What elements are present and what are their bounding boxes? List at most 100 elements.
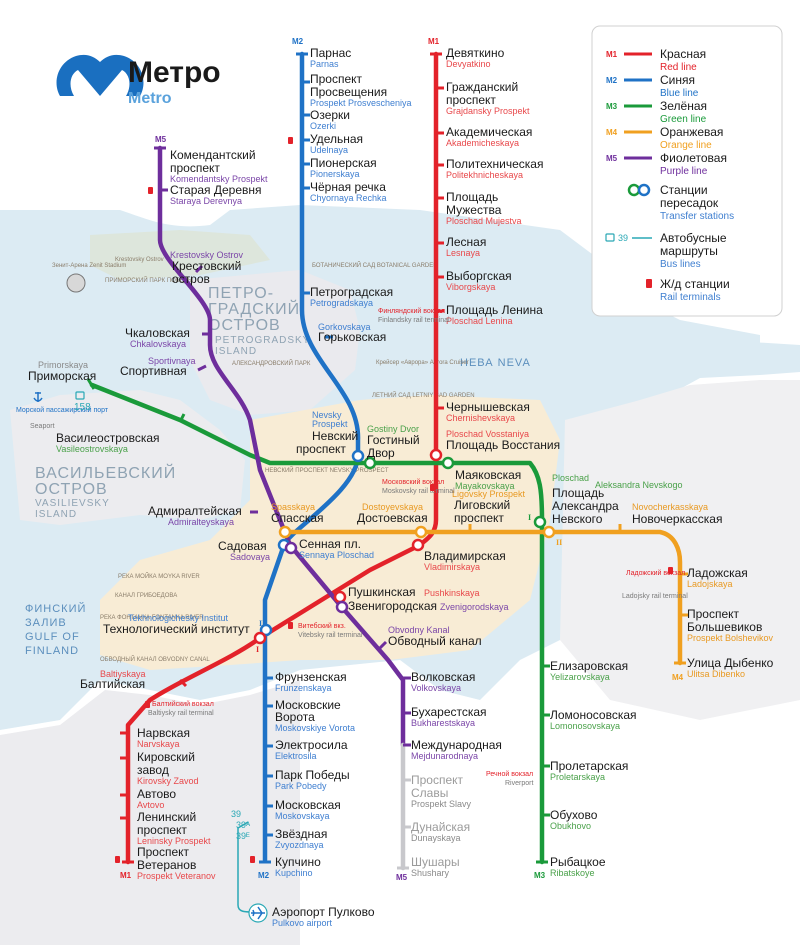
rail-baltiysky-en: Baltiysky rail terminal [148,710,214,717]
legend-m3-ru: Зелёная [660,99,707,113]
station-tekhnolog[interactable]: Технологический институт [103,622,250,636]
station-dybenko[interactable]: Улица Дыбенко [687,656,774,670]
station-proletarskaya[interactable]: Пролетарская [550,759,628,773]
station-slavy-2[interactable]: Славы [411,786,448,800]
station-moskovskaya[interactable]: Московская [275,798,341,812]
station-moskovskie-2[interactable]: Ворота [275,710,315,724]
rail-vitebsky-en: Vitebsky rail terminal [298,632,363,639]
station-avtovo[interactable]: Автово [137,787,176,801]
station-nevsky-2[interactable]: проспект [296,442,346,456]
station-chkalovskaya[interactable]: Чкаловская [125,326,190,340]
station-muzhestva-2[interactable]: Мужества [446,203,502,217]
station-park-pobedy[interactable]: Парк Победы [275,768,350,782]
station-aleksandra-1[interactable]: Площадь [552,486,604,500]
station-vladimirskaya[interactable]: Владимирская [424,549,506,563]
station-gostiny-1[interactable]: Гостиный [367,433,420,447]
tick-vasileostrovskaya [178,413,186,423]
station-primorskaya[interactable]: Приморская [28,369,96,383]
station-pionerskaya[interactable]: Пионерская [310,156,377,170]
station-aleksandra-2[interactable]: Александра [552,499,619,513]
station-dostoevskaya[interactable]: Достоевская [357,511,428,525]
station-gostiny-en: Gostiny Dvor [367,424,419,434]
station-kupchino[interactable]: Купчино [275,855,321,869]
station-leninsky-2[interactable]: проспект [137,823,187,837]
station-chyornaya[interactable]: Чёрная речка [310,180,386,194]
airplane-icon [251,906,265,920]
station-vosstaniya[interactable]: Площадь Восстания [446,438,560,452]
station-ligovsky-2[interactable]: проспект [454,511,504,525]
station-ligovsky-1[interactable]: Лиговский [454,498,510,512]
station-nevsky-1[interactable]: Невский [312,429,358,443]
station-frunzenskaya[interactable]: Фрунзенская [275,670,347,684]
station-zvyozdnaya[interactable]: Звёздная [275,827,327,841]
station-narvskaya[interactable]: Нарвская [137,726,190,740]
station-aleksandra-3[interactable]: Невского [552,512,603,526]
station-petrogradskaya[interactable]: Петроградская [310,285,393,299]
station-obvodny[interactable]: Обводный канал [388,634,482,648]
station-veteranov-2[interactable]: Ветеранов [137,858,196,872]
station-parnas[interactable]: Парнас [310,46,351,60]
petrogradsky-island-shape [190,270,360,415]
station-sadovaya[interactable]: Садовая [218,539,267,553]
station-spasskaya[interactable]: Спасская [271,511,324,525]
station-krestovsky-2[interactable]: остров [172,272,210,286]
station-lenina[interactable]: Площадь Ленина [446,303,543,317]
station-komendantsky-en: Komendantsky Prospekt [170,174,268,184]
station-mezhdunarodnaya[interactable]: Международная [411,738,502,752]
station-elizarovskaya[interactable]: Елизаровская [550,659,628,673]
station-muzhestva-1[interactable]: Площадь [446,190,498,204]
logo: Метро Metro [56,54,221,107]
station-staraya[interactable]: Старая Деревня [170,183,262,197]
station-komendantsky-1[interactable]: Комендантский [170,148,256,162]
station-volkovskaya[interactable]: Волковская [411,670,475,684]
station-pushkinskaya-en: Pushkinskaya [424,588,480,598]
code-m2-top: M2 [292,37,304,46]
rail-finlyandsky: Финляндский вокзал [378,307,445,315]
station-elektrosila[interactable]: Электросила [275,738,348,752]
station-krestovsky-1[interactable]: Крестовский [172,259,241,273]
station-ozerki[interactable]: Озерки [310,108,350,122]
station-kirovsky-2[interactable]: завод [137,763,169,777]
airport-label[interactable]: Аэропорт Пулково [272,905,375,919]
station-devyatkino[interactable]: Девяткино [446,46,505,60]
station-sennaya[interactable]: Сенная пл. [299,537,361,551]
transfer-nodes [253,448,556,645]
station-prosveshcheniya-2[interactable]: Просвещения [310,85,387,99]
station-lesnaya[interactable]: Лесная [446,235,486,249]
station-gostiny-2[interactable]: Двор [367,446,395,460]
station-obukhovo[interactable]: Обухово [550,808,598,822]
station-leninsky-1[interactable]: Ленинский [137,810,196,824]
station-grazhdansky-1[interactable]: Гражданский [446,80,518,94]
station-ladozhskaya[interactable]: Ладожская [687,566,748,580]
station-politekh[interactable]: Политехническая [446,157,543,171]
station-chernyshevskaya-en: Chernishevskaya [446,413,515,423]
station-admiralteyskaya[interactable]: Адмиралтейская [148,504,242,518]
station-sportivnaya[interactable]: Спортивная [120,364,187,378]
station-zvenigorodskaya[interactable]: Звенигородская [348,599,437,613]
station-baltiyskaya[interactable]: Балтийская [80,677,145,691]
station-chernyshevskaya[interactable]: Чернышевская [446,400,530,414]
station-slavy-1[interactable]: Проспект [411,773,464,787]
station-pushkinskaya[interactable]: Пушкинская [348,585,416,599]
station-rybatskoe[interactable]: Рыбацкое [550,855,606,869]
station-bolshevikov-1[interactable]: Проспект [687,607,740,621]
station-komendantsky-2[interactable]: проспект [170,161,220,175]
station-novocherkasskaya[interactable]: Новочеркасская [632,512,722,526]
station-bolshevikov-2[interactable]: Большевиков [687,620,762,634]
station-shushary[interactable]: Шушары [411,855,460,869]
station-grazhdansky-2[interactable]: проспект [446,93,496,107]
station-prosveshcheniya-1[interactable]: Проспект [310,72,363,86]
station-udelnaya[interactable]: Удельная [310,132,363,146]
rail-vitebsky: Витебский вкз. [298,622,346,630]
station-kirovsky-1[interactable]: Кировский [137,750,195,764]
station-veteranov-1[interactable]: Проспект [137,845,190,859]
station-akademicheskaya[interactable]: Академическая [446,125,532,139]
station-gorkovskaya[interactable]: Горьковская [318,330,386,344]
station-vyborgskaya[interactable]: Выборгская [446,269,512,283]
station-moskovskie-1[interactable]: Московские [275,698,341,712]
station-dunayskaya[interactable]: Дунайская [411,820,470,834]
station-bukharestskaya[interactable]: Бухарестская [411,705,487,719]
station-mayakovskaya[interactable]: Маяковская [455,468,521,482]
station-lomonosovskaya[interactable]: Ломоносовская [550,708,637,722]
station-vasileostrovskaya[interactable]: Василеостровская [56,431,160,445]
